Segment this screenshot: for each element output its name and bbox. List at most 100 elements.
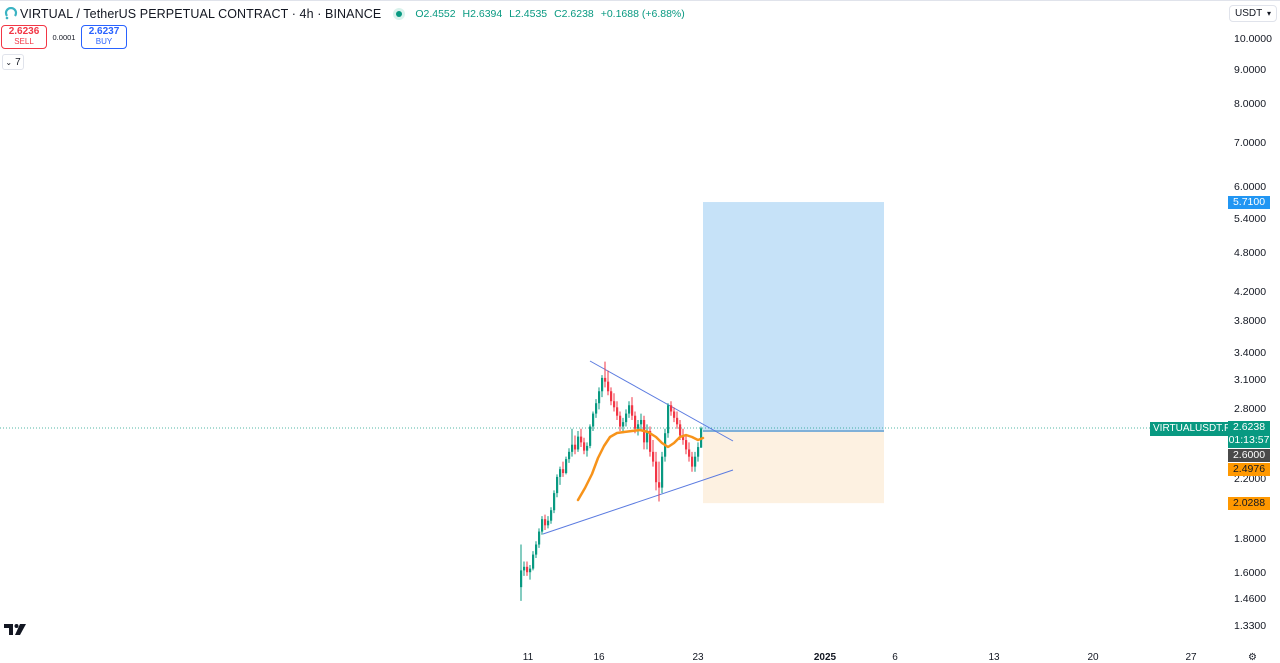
ma-price-label: 2.4976 <box>1228 463 1270 476</box>
price-chart[interactable] <box>0 0 1228 645</box>
sell-price: 2.6236 <box>8 26 40 37</box>
candle-body <box>679 424 682 436</box>
settings-gear-icon[interactable]: ⚙ <box>1248 652 1257 663</box>
price-tick: 1.4600 <box>1234 593 1267 605</box>
price-tick: 1.8000 <box>1234 533 1267 545</box>
sell-button[interactable]: 2.6236 SELL <box>1 25 47 49</box>
buy-button[interactable]: 2.6237 BUY <box>81 25 127 49</box>
time-tick: 16 <box>593 652 605 663</box>
stop-price-label: 2.0288 <box>1228 497 1270 510</box>
candle-body <box>634 415 637 429</box>
time-tick: 27 <box>1185 652 1197 663</box>
candle-body <box>583 442 586 451</box>
candle-body <box>658 482 661 488</box>
position-zones <box>703 202 884 504</box>
candle-body <box>550 510 553 521</box>
open-value: 2.4552 <box>423 8 456 20</box>
candle-body <box>577 436 580 450</box>
candle-body <box>541 519 544 532</box>
candle-body <box>553 493 556 511</box>
candle-body <box>595 403 598 414</box>
price-tick: 5.4000 <box>1234 213 1267 225</box>
candle-body <box>628 405 631 414</box>
price-tick: 3.4000 <box>1234 347 1267 359</box>
symbol-title[interactable]: VIRTUAL / TetherUS PERPETUAL CONTRACT · … <box>20 7 382 21</box>
candle-body <box>562 469 565 474</box>
currency-value: USDT <box>1235 8 1263 19</box>
candle-body <box>547 520 550 526</box>
candle-body <box>592 413 595 427</box>
candle-body <box>598 391 601 404</box>
candle-body <box>655 461 658 483</box>
candle-body <box>613 401 616 408</box>
candle-body <box>520 570 523 588</box>
tradingview-logo-icon[interactable] <box>4 624 28 636</box>
time-tick: 6 <box>892 652 898 663</box>
candle-body <box>646 430 649 443</box>
candle-body <box>580 436 583 443</box>
candle-body <box>601 377 604 392</box>
open-label: O <box>415 8 424 20</box>
target-zone <box>703 202 884 431</box>
candle-body <box>685 440 688 450</box>
trade-buttons: 2.6236 SELL 0.0001 2.6237 BUY <box>1 25 127 49</box>
price-tick: 2.8000 <box>1234 403 1267 415</box>
candle-body <box>676 417 679 425</box>
buy-price: 2.6237 <box>88 26 120 37</box>
candle-body <box>529 568 532 573</box>
price-tick: 2.2000 <box>1234 473 1267 485</box>
candle-body <box>604 377 607 382</box>
low-label: L <box>509 8 516 20</box>
currency-select[interactable]: USDT ▾ <box>1229 5 1277 22</box>
buy-label: BUY <box>95 37 113 46</box>
candle-body <box>523 566 526 571</box>
candle-body <box>574 444 577 450</box>
sell-label: SELL <box>14 37 34 46</box>
candle-body <box>625 413 628 423</box>
high-label: H <box>462 8 471 20</box>
ohlc-values: O2.4552 H2.6394 L2.4535 C2.6238 +0.1688 … <box>415 8 688 20</box>
candle-body <box>622 422 625 427</box>
candle-body <box>538 531 541 545</box>
candle-body <box>667 405 670 434</box>
candle-body <box>532 554 535 569</box>
candle-body <box>586 445 589 451</box>
price-tick: 9.0000 <box>1234 64 1267 76</box>
candle-body <box>673 411 676 418</box>
candle-body <box>544 519 547 526</box>
close-label: C <box>554 8 562 20</box>
candle-body <box>691 456 694 467</box>
candle-body <box>694 456 697 467</box>
target-price-label: 5.7100 <box>1228 196 1270 209</box>
time-tick: 11 <box>522 652 534 663</box>
time-tick: 2025 <box>813 652 837 663</box>
last-price-value: 2.6238 <box>1232 421 1266 433</box>
candle-body <box>589 426 592 446</box>
candles <box>520 361 703 601</box>
time-tick: 23 <box>692 652 704 663</box>
time-tick: 20 <box>1087 652 1099 663</box>
indicators-toggle-button[interactable]: ⌄ 7 <box>2 54 24 70</box>
symbol-price-tag: VIRTUALUSDT.P <box>1150 422 1234 436</box>
spread-value: 0.0001 <box>52 32 76 42</box>
price-tick: 1.3300 <box>1234 620 1267 632</box>
price-tick: 8.0000 <box>1234 98 1267 110</box>
market-open-status-icon <box>393 8 406 20</box>
trendlines <box>542 360 734 535</box>
price-tick: 1.6000 <box>1234 567 1267 579</box>
chevron-down-icon: ⌄ <box>5 57 13 67</box>
price-tick: 3.1000 <box>1234 374 1267 386</box>
candle-body <box>610 391 613 402</box>
top-border <box>0 0 1280 1</box>
indicators-count: 7 <box>15 56 21 68</box>
candle-body <box>661 456 664 488</box>
candle-body <box>697 447 700 457</box>
candle-body <box>535 544 538 555</box>
trendline-upper <box>589 360 734 442</box>
candle-body <box>631 405 634 416</box>
moving-average-line <box>576 428 705 502</box>
candle-body <box>568 451 571 460</box>
symbol-logo-icon <box>4 7 18 20</box>
chart-header: VIRTUAL / TetherUS PERPETUAL CONTRACT · … <box>4 6 689 22</box>
price-tick: 10.0000 <box>1234 33 1272 45</box>
